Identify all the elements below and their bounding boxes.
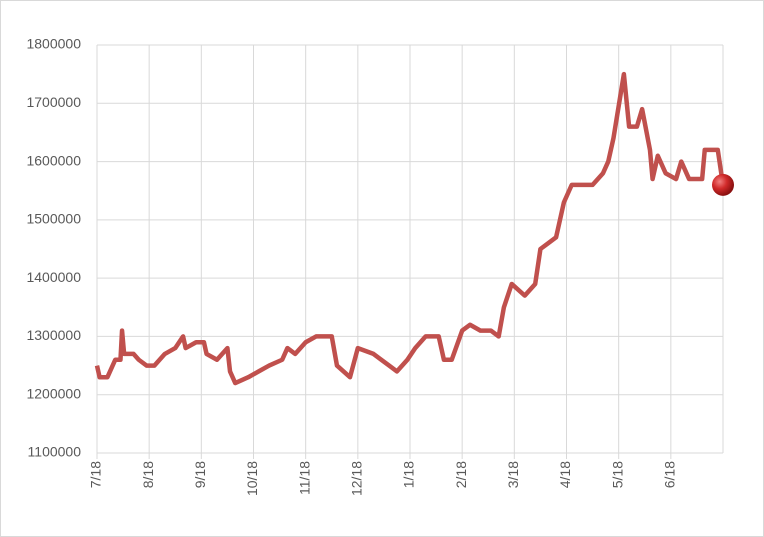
y-tick-label: 1500000: [26, 211, 81, 227]
x-tick-label: 1/18: [401, 461, 417, 488]
x-tick-label: 3/18: [505, 461, 521, 488]
y-tick-label: 1700000: [26, 94, 81, 110]
x-tick-label: 12/18: [349, 461, 365, 496]
y-tick-label: 1300000: [26, 327, 81, 343]
x-tick-label: 4/18: [557, 461, 573, 488]
x-tick-label: 7/18: [88, 461, 104, 488]
x-tick-label: 8/18: [140, 461, 156, 488]
x-tick-label: 10/18: [244, 461, 260, 496]
x-tick-label: 2/18: [453, 461, 469, 488]
y-tick-label: 1600000: [26, 152, 81, 168]
x-tick-label: 6/18: [662, 461, 678, 488]
y-tick-label: 1800000: [26, 36, 81, 52]
y-tick-label: 1400000: [26, 269, 81, 285]
y-tick-label: 1100000: [28, 444, 82, 460]
line: [94, 71, 726, 386]
y-tick-label: 1200000: [26, 385, 81, 401]
x-tick-label: 9/18: [192, 461, 208, 488]
x-tick-label: 5/18: [609, 461, 625, 488]
end-marker: [712, 173, 734, 196]
x-tick-label: 11/18: [296, 461, 312, 495]
